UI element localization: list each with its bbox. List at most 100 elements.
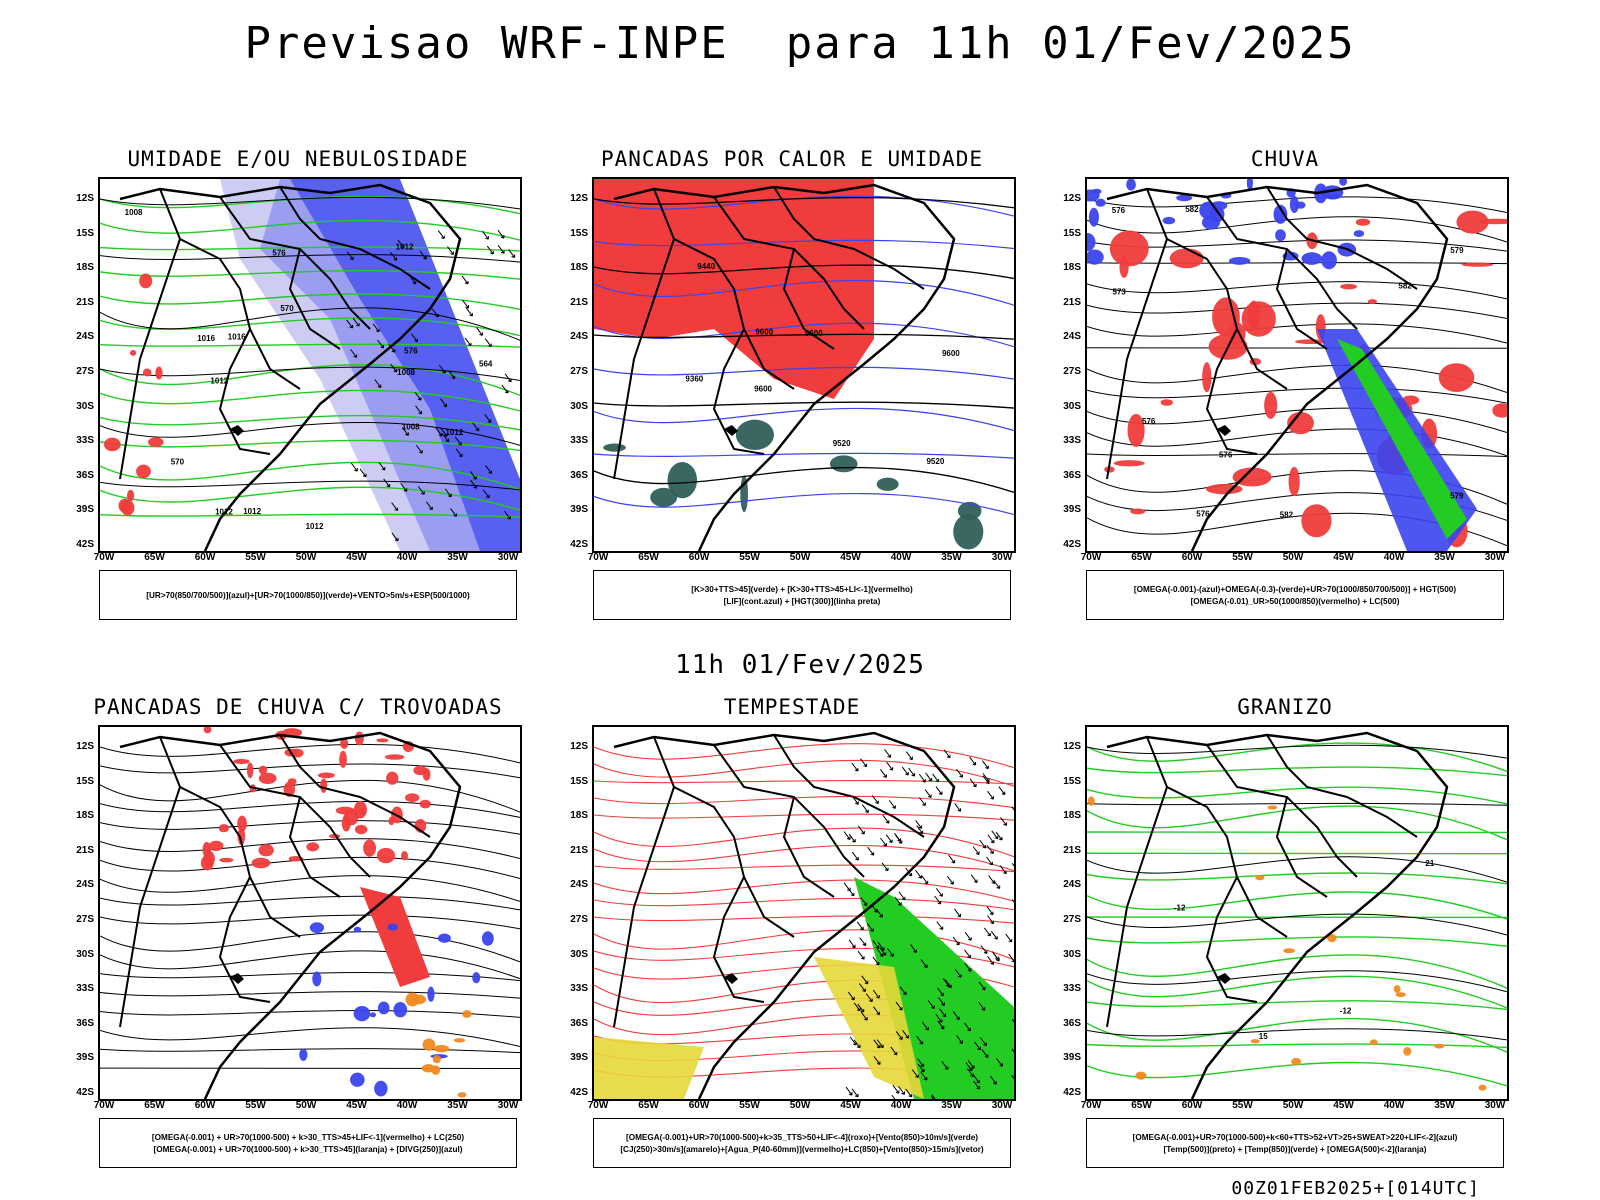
contour-label: 1008 xyxy=(402,422,420,431)
wind-vector xyxy=(925,772,933,782)
wind-vector xyxy=(442,433,450,443)
contour-label: 9360 xyxy=(685,375,703,384)
wind-vector xyxy=(352,317,360,327)
y-axis-label: 30S xyxy=(1063,948,1081,960)
y-axis-label: 15S xyxy=(1063,775,1081,787)
wind-vector xyxy=(942,978,950,987)
country-border xyxy=(218,328,271,455)
wind-vector xyxy=(885,834,893,844)
wind-vector xyxy=(383,478,391,488)
wind-vector xyxy=(952,936,960,946)
legend-line: [OMEGA(-0.001) + UR>70(1000-500) + k>30_… xyxy=(153,1144,463,1154)
isobar xyxy=(100,307,520,341)
wind-vector xyxy=(851,851,859,861)
contour-label: 1008 xyxy=(397,368,415,377)
omega-area xyxy=(1339,179,1348,186)
x-axis-label: 60W xyxy=(1181,1100,1203,1111)
omega-area xyxy=(1395,992,1406,998)
wind-vector xyxy=(391,532,399,542)
wind-vector xyxy=(465,307,473,317)
streamline xyxy=(100,779,520,813)
panel-title: PANCADAS DE CHUVA C/ TROVOADAS xyxy=(93,695,503,719)
wind-vector xyxy=(450,508,457,517)
storm-area xyxy=(251,857,271,869)
wind-vector xyxy=(346,251,354,261)
wind-vector xyxy=(946,875,954,885)
wind-vector xyxy=(873,1056,881,1065)
wind-vector xyxy=(350,349,358,358)
y-axis-label: 30S xyxy=(1063,400,1081,412)
wind-vector xyxy=(485,465,492,474)
omega-area xyxy=(1291,1057,1302,1066)
contour-label: 1012 xyxy=(396,243,414,252)
divg-area xyxy=(353,926,362,933)
temp500-contour xyxy=(1087,856,1507,883)
hgt-contour xyxy=(594,333,1014,340)
x-axis-label: 65W xyxy=(144,1100,165,1111)
map-svg: 9600 9600 9600 9520 9600 9520 9440 9360 xyxy=(594,179,1014,551)
y-axis-label: 36S xyxy=(570,469,588,481)
rain-area xyxy=(1438,363,1475,392)
streamline xyxy=(100,1048,520,1054)
y-axis-label: 21S xyxy=(570,844,588,856)
water-contour xyxy=(594,897,1014,911)
divg-area xyxy=(350,1072,365,1087)
wind-vector xyxy=(905,1088,913,1098)
green-contour xyxy=(100,293,520,311)
omega-area xyxy=(1327,934,1337,943)
country-border xyxy=(712,328,765,455)
wind-vector xyxy=(887,948,894,957)
map-chuva: 582 582 576 576 573 579 576 576 582 579 xyxy=(1085,177,1509,553)
omega-area xyxy=(1246,179,1253,192)
wind-vector xyxy=(932,773,940,783)
y-axis-label: 21S xyxy=(76,296,94,308)
lif-contour xyxy=(594,280,1014,306)
x-axis-label: 40W xyxy=(396,1100,418,1111)
x-axis: 70W 65W 60W 55W 50W 45W 40W 35W 30W xyxy=(94,552,522,564)
wind-vector xyxy=(867,846,875,856)
wind-vector xyxy=(967,1068,974,1078)
wind-vector xyxy=(1000,817,1008,826)
y-axis-label: 36S xyxy=(76,1017,94,1029)
wind-vector xyxy=(941,1061,949,1070)
wind-vector xyxy=(859,937,867,946)
temp850-contour xyxy=(1087,1017,1507,1053)
wind-vector xyxy=(964,949,971,959)
green-contour xyxy=(100,317,520,337)
streamline xyxy=(100,991,520,999)
storm-area xyxy=(388,816,395,826)
temp500-contour xyxy=(1087,970,1507,993)
legend-line: [Temp(500)](preto) + [Temp(850)](verde) … xyxy=(1163,1144,1427,1154)
storm-area xyxy=(419,799,432,809)
y-axis-label: 15S xyxy=(76,227,94,239)
legend-line: [OMEGA(-0.001) + UR>70(1000-500) + k>30_… xyxy=(151,1132,465,1142)
red-contour xyxy=(147,437,164,447)
wind-vector xyxy=(845,1086,853,1096)
x-axis: 70W 65W 60W 55W 50W 45W 40W 35W 30W xyxy=(588,552,1016,564)
y-axis-label: 18S xyxy=(1063,262,1081,274)
x-axis-label: 50W xyxy=(295,552,317,563)
storm-area xyxy=(258,765,268,775)
contour-label: 570 xyxy=(171,458,185,467)
wind-vector xyxy=(948,854,956,864)
red-contour xyxy=(139,273,153,289)
legend-line: [OMEGA(-0.001)-(azul)+OMEGA(-0.3)-(verde… xyxy=(1133,584,1457,594)
rain-area xyxy=(1367,299,1378,305)
contour-label: 576 xyxy=(272,248,286,257)
wind-vector xyxy=(848,833,856,843)
coastline xyxy=(119,731,462,1099)
green-contour xyxy=(100,389,520,412)
contour-label: 21 xyxy=(1425,859,1434,868)
y-axis-label: 39S xyxy=(570,504,588,516)
y-axis-label: 33S xyxy=(76,435,94,447)
panel-title: CHUVA xyxy=(1250,147,1320,171)
omega-area xyxy=(1162,216,1176,225)
x-axis-label: 60W xyxy=(194,552,216,563)
wind-vector xyxy=(898,1086,905,1095)
omega-area xyxy=(1295,201,1306,209)
storm-area xyxy=(363,839,377,857)
temp500-contour xyxy=(1087,802,1507,806)
omega-area xyxy=(1176,194,1193,202)
wind-vector xyxy=(917,1058,925,1068)
wind-vector xyxy=(419,250,427,260)
